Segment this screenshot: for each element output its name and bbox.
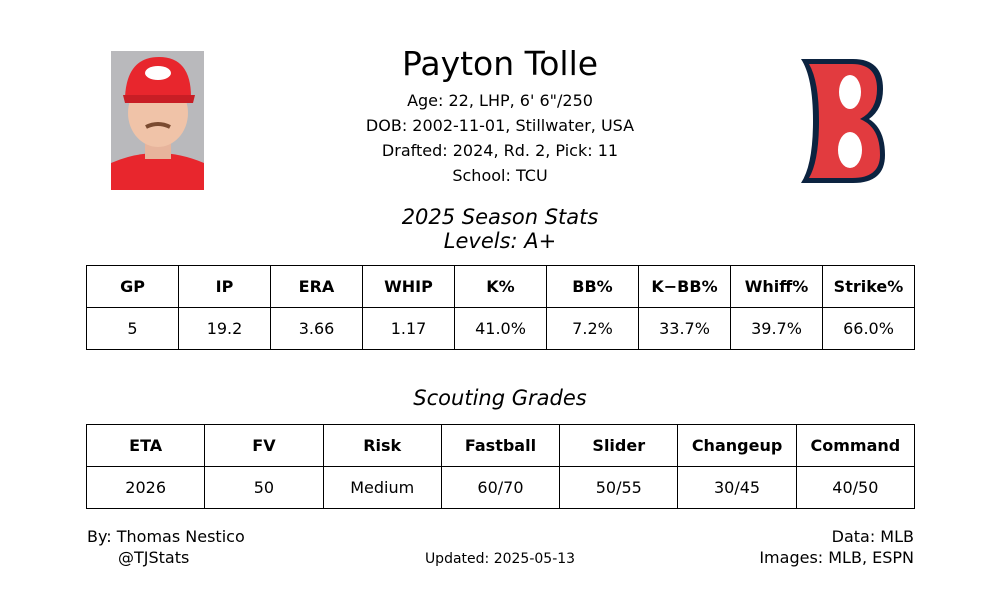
cell: 33.7% [638, 307, 731, 350]
bio-line: School: TCU [452, 166, 548, 185]
column-header: Strike% [822, 265, 915, 308]
season-table: GP IP ERA WHIP K% BB% K−BB% Whiff% Strike% 5 19.2 3… [86, 265, 915, 350]
column-header: ERA [270, 265, 363, 308]
section-title: Scouting Grades [413, 386, 587, 410]
column-header: GP [86, 265, 179, 308]
cell: 66.0% [822, 307, 915, 350]
column-header: FV [204, 424, 324, 467]
levels: Levels: A+ [443, 229, 557, 253]
column-header: Command [795, 424, 916, 467]
cell: 1.17 [362, 307, 455, 350]
data-row: 2026 50 Medium 60/70 50/55 30/45 40/50 [85, 466, 916, 509]
author: By: Thomas Nestico [87, 527, 245, 546]
bio-line: Age: 22, LHP, 6' 6"/250 [407, 91, 593, 110]
bio-line: DOB: 2002-11-01, Stillwater, USA [365, 116, 635, 135]
data-source: Data: MLB [831, 527, 914, 546]
cell: 19.2 [178, 307, 271, 350]
cell: 5 [86, 307, 179, 350]
column-header: ETA [85, 424, 206, 467]
player-name: Payton Tolle [401, 44, 599, 83]
cell: 39.7% [730, 307, 823, 350]
cell: 60/70 [440, 466, 561, 509]
handle: @TJStats [118, 548, 190, 567]
header-row: ETA FV Risk Fastball Slider Changeup Command [85, 424, 916, 467]
column-header: WHIP [362, 265, 455, 308]
cell: 7.2% [546, 307, 639, 350]
cell: 30/45 [677, 466, 797, 509]
column-header: IP [178, 265, 271, 308]
column-header: K% [454, 265, 547, 308]
column-header: K−BB% [638, 265, 731, 308]
column-header: Fastball [440, 424, 561, 467]
image-source: Images: MLB, ESPN [759, 548, 914, 567]
cell: 40/50 [795, 466, 916, 509]
column-header: BB% [546, 265, 639, 308]
column-header: Whiff% [730, 265, 823, 308]
column-header: Slider [559, 424, 679, 467]
scouting-table: ETA FV Risk Fastball Slider Changeup Command 20… [85, 424, 916, 509]
data-row: 5 19.2 3.66 1.17 41.0% 7.2% 33.7% 39.7% 66.0% [86, 307, 915, 350]
cell: 3.66 [270, 307, 363, 350]
section-title: 2025 Season Stats [401, 205, 599, 229]
column-header: Changeup [677, 424, 797, 467]
bio-line: Drafted: 2024, Rd. 2, Pick: 11 [381, 141, 619, 160]
header-row: GP IP ERA WHIP K% BB% K−BB% Whiff% Strike% [86, 265, 915, 308]
player-photo [111, 51, 204, 190]
cell: 50 [204, 466, 324, 509]
updated: Updated: 2025-05-13 [424, 551, 576, 567]
cell: 41.0% [454, 307, 547, 350]
cell: 2026 [85, 466, 206, 509]
team-logo [801, 59, 885, 183]
column-header: Risk [322, 424, 442, 467]
cell: 50/55 [559, 466, 679, 509]
cell: Medium [322, 466, 442, 509]
